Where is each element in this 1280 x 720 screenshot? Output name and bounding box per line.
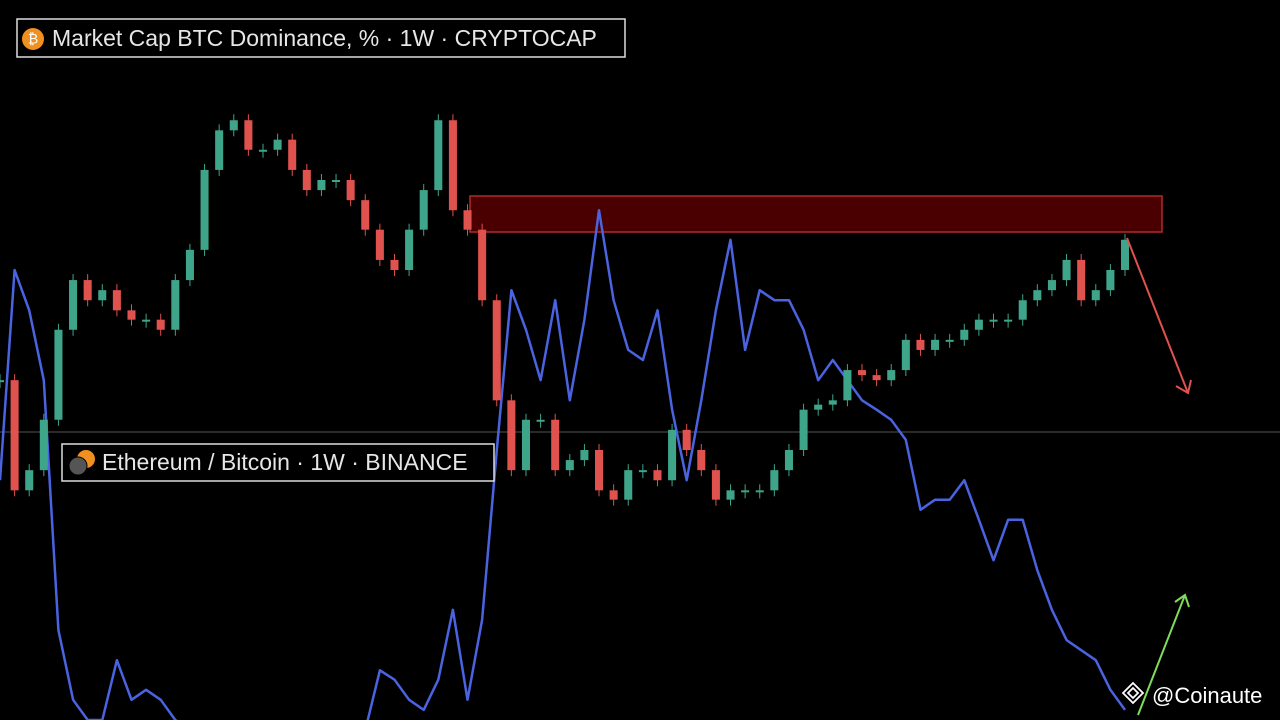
candle: [872, 375, 881, 381]
candle: [375, 229, 384, 260]
candle: [419, 190, 428, 230]
candle: [1120, 239, 1130, 270]
candle: [741, 490, 750, 493]
candle: [931, 339, 940, 350]
legend-btc: ₿ Market Cap BTC Dominance, % · 1W · CRY…: [16, 18, 626, 58]
down-arrow: [1126, 237, 1189, 394]
candle: [857, 370, 867, 376]
candle: [54, 329, 63, 420]
candle: [551, 419, 560, 471]
candle: [638, 470, 647, 473]
btc-icon: [22, 28, 44, 50]
candle: [521, 419, 530, 471]
candle: [580, 450, 589, 461]
down-arrow-head: [1175, 379, 1192, 395]
candle: [171, 280, 180, 330]
candle: [989, 319, 998, 322]
marks: [0, 114, 1130, 720]
candle: [814, 404, 823, 410]
candle: [215, 130, 224, 170]
candle: [127, 310, 136, 320]
candle: [98, 290, 107, 301]
legend-label: Market Cap BTC Dominance, % · 1W · CRYPT…: [52, 25, 597, 51]
legend-label: Ethereum / Bitcoin · 1W · BINANCE: [102, 449, 468, 475]
candle: [492, 300, 501, 401]
candle: [244, 120, 253, 150]
candle: [258, 149, 268, 152]
candle: [448, 120, 457, 211]
candle: [507, 400, 516, 471]
candle: [332, 180, 341, 182]
candle: [361, 200, 370, 230]
candle: [463, 210, 472, 230]
up-arrow: [1137, 594, 1186, 716]
legend-box: [61, 443, 495, 482]
candle: [784, 450, 793, 471]
resistance-zone: [469, 195, 1163, 233]
candle: [668, 429, 677, 481]
candle: [755, 490, 764, 493]
candle: [69, 280, 78, 330]
candle: [770, 470, 779, 491]
candle: [200, 169, 209, 250]
candle: [288, 139, 297, 170]
eth-btc-line: [0, 208, 1127, 720]
candle: [843, 370, 852, 401]
candle: [156, 319, 165, 330]
candle: [595, 450, 604, 491]
candle: [682, 429, 691, 450]
candle: [25, 470, 34, 491]
candle: [434, 120, 443, 191]
candle: [39, 419, 48, 471]
candle: [945, 339, 954, 342]
candle: [726, 490, 735, 500]
candle: [1018, 300, 1027, 320]
candle: [974, 319, 983, 330]
candle: [273, 139, 282, 150]
eth-icon: [68, 456, 88, 476]
candle: [478, 229, 487, 301]
candle: [901, 339, 910, 371]
candle: [1047, 280, 1056, 291]
candle: [346, 180, 355, 201]
candle: [565, 460, 574, 471]
candle: [1077, 259, 1086, 301]
legend-box: [16, 18, 626, 58]
candle: [83, 280, 92, 301]
candle: [185, 249, 194, 281]
candle: [112, 290, 121, 311]
up-arrow-head: [1174, 593, 1190, 608]
candle: [1106, 270, 1115, 291]
candle: [1004, 319, 1013, 322]
watermark-group: @Coinaute: [1121, 681, 1262, 708]
candle: [405, 229, 414, 270]
candle: [142, 319, 151, 322]
btc-icon-symbol: ₿: [28, 31, 38, 47]
candle: [0, 380, 5, 383]
candle: [828, 400, 837, 405]
candle: [390, 259, 399, 270]
candle: [1033, 290, 1042, 301]
candle: [1062, 259, 1071, 281]
candle: [653, 470, 662, 481]
binance-icon: [1121, 681, 1145, 705]
candle: [711, 470, 720, 500]
candle: [10, 380, 19, 491]
candle: [916, 339, 925, 350]
candle: [536, 419, 545, 422]
candle: [799, 409, 808, 450]
candle: [229, 120, 238, 131]
candle: [609, 490, 618, 500]
candle: [697, 450, 706, 471]
watermark: @Coinaute: [1152, 683, 1262, 708]
legend-eth: Ethereum / Bitcoin · 1W · BINANCE: [61, 443, 495, 482]
candle: [317, 180, 326, 191]
candle: [624, 470, 633, 500]
candle: [302, 169, 311, 191]
candle: [960, 329, 969, 340]
candle: [1091, 290, 1100, 301]
candle: [887, 370, 896, 381]
